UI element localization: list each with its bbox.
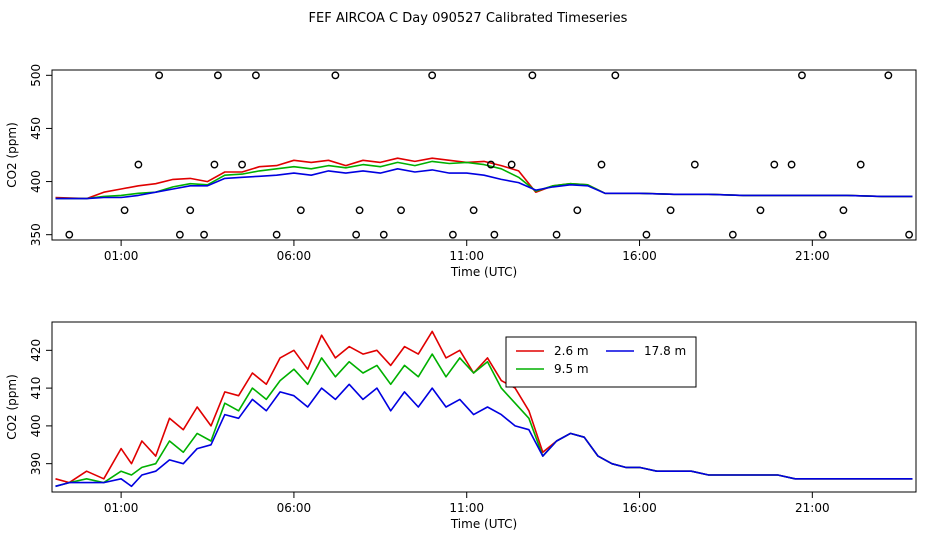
series-line-9-5-m	[55, 353, 913, 488]
y-tick-label: 400	[29, 170, 43, 193]
x-tick-label: 16:00	[622, 249, 657, 263]
series-line-17-8-m	[55, 168, 913, 200]
calibration-point	[65, 230, 74, 239]
x-axis-label: Time (UTC)	[450, 517, 517, 531]
detail-panel: 01:00 06:00 11:00 16:00 21:00 390 400 410 420 Tim…	[5, 321, 917, 531]
calibration-point	[884, 71, 893, 80]
calibration-point	[120, 206, 129, 215]
calibration-point	[213, 71, 222, 80]
series-line-17-8-m	[55, 383, 913, 488]
calibration-point	[839, 206, 848, 215]
y-tick-label: 420	[29, 339, 43, 362]
calibration-point	[469, 206, 478, 215]
legend: 2.6 m 9.5 m 17.8 m	[505, 336, 697, 388]
calibration-point	[756, 206, 765, 215]
legend-box	[505, 336, 697, 388]
calibration-point	[905, 230, 913, 239]
y-tick-label: 500	[29, 64, 43, 87]
calibration-point	[186, 206, 195, 215]
plot-area	[55, 157, 913, 200]
calibration-point	[379, 230, 388, 239]
calibration-point	[552, 230, 561, 239]
calibration-point	[787, 160, 796, 169]
series-line-9-5-m	[55, 160, 913, 200]
x-tick-label: 21:00	[795, 249, 830, 263]
x-tick-label: 01:00	[104, 249, 139, 263]
calibration-point	[690, 160, 699, 169]
calibration-point	[798, 71, 806, 80]
legend-label: 9.5 m	[554, 362, 589, 376]
calibration-point	[272, 230, 281, 239]
series-line-2-6-m	[55, 330, 913, 484]
y-tick-label: 410	[29, 377, 43, 400]
x-tick-label: 16:00	[622, 501, 657, 515]
calibration-point	[642, 230, 651, 239]
plot-area	[55, 330, 913, 488]
calibration-point	[528, 71, 537, 80]
y-axis-label: CO2 (ppm)	[5, 374, 19, 440]
calibration-point	[296, 206, 305, 215]
x-tick-label: 11:00	[449, 501, 484, 515]
calibration-point	[355, 206, 364, 215]
x-tick-label: 06:00	[277, 249, 312, 263]
y-axis-label: CO2 (ppm)	[5, 122, 19, 188]
calibration-point	[448, 230, 457, 239]
page-title: FEF AIRCOA C Day 090527 Calibrated Times…	[309, 11, 628, 26]
calibration-point	[397, 206, 405, 215]
calibration-point	[770, 160, 779, 169]
calibration-point	[818, 230, 827, 239]
calibration-point	[728, 230, 737, 239]
plot-frame	[51, 321, 917, 493]
y-tick-label: 350	[29, 223, 43, 246]
calibration-point	[666, 206, 675, 215]
y-tick-label: 390	[29, 452, 43, 475]
calibration-point	[175, 230, 184, 239]
x-tick-label: 06:00	[277, 501, 312, 515]
calibration-point	[210, 160, 219, 169]
calibration-point	[155, 71, 164, 80]
calibration-point	[200, 230, 208, 239]
calibration-point	[352, 230, 361, 239]
calibration-point	[428, 71, 437, 80]
calibration-point	[252, 71, 260, 80]
legend-label: 17.8 m	[644, 344, 686, 358]
plot-frame	[51, 69, 917, 241]
calibration-point	[611, 71, 620, 80]
legend-label: 2.6 m	[554, 344, 589, 358]
y-tick-label: 400	[29, 414, 43, 437]
x-tick-label: 11:00	[449, 249, 484, 263]
calibration-point	[490, 230, 499, 239]
calibration-point	[507, 160, 516, 169]
calibration-point	[856, 160, 865, 169]
calibration-point	[134, 160, 143, 169]
x-tick-label: 01:00	[104, 501, 139, 515]
x-axis-label: Time (UTC)	[450, 265, 517, 279]
calibration-point	[238, 160, 246, 169]
x-tick-label: 21:00	[795, 501, 830, 515]
y-tick-label: 450	[29, 117, 43, 140]
calibration-point	[487, 160, 495, 169]
overview-panel: 01:00 06:00 11:00 16:00 21:00 350 400 450 500 Tim…	[5, 64, 917, 279]
calibration-point	[597, 160, 606, 169]
calibration-point	[573, 206, 582, 215]
calibration-point	[331, 71, 340, 80]
